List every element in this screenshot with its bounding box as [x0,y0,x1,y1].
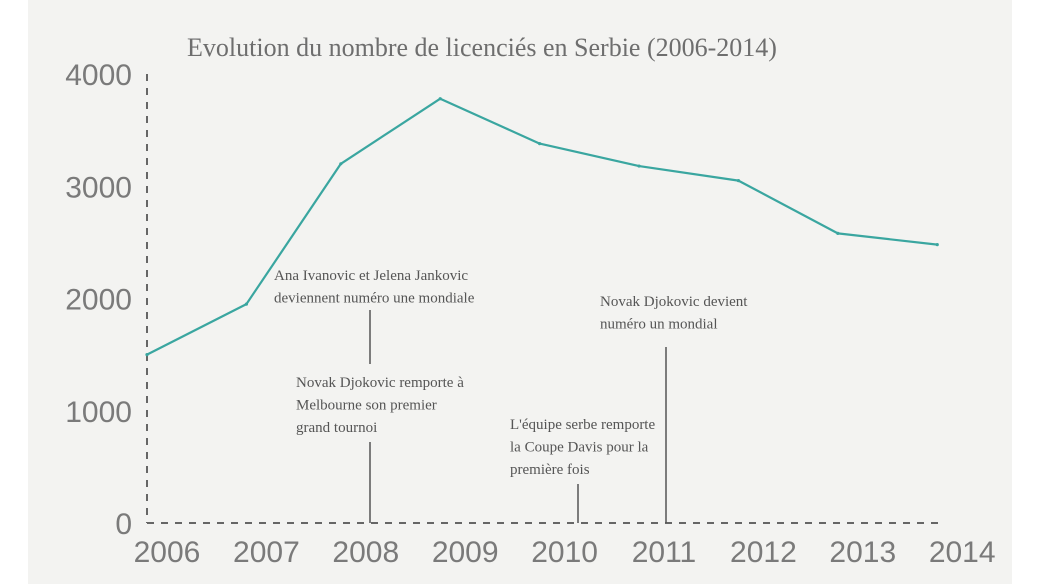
annotation-text: Novak Djokovic devient numéro un mondial [600,294,748,333]
annotation-text: Novak Djokovic remporte à Melbourne son p… [296,375,464,436]
annotation-line: deviennent numéro une mondiale [274,291,475,307]
x-tick-label: 2011 [632,536,697,569]
x-tick-label: 2008 [332,536,399,569]
x-axis-ticks: 2006 2007 2008 2009 2010 2011 2012 2013 2014 [134,536,996,569]
series [145,97,939,357]
annotation-line: la Coupe Davis pour la [510,440,649,456]
y-tick-label: 4000 [65,59,132,92]
annotations: Ana Ivanovic et Jelena Jankovic deviennen… [274,268,748,523]
annotation-text: Ana Ivanovic et Jelena Jankovic deviennen… [274,268,475,307]
series-line [146,97,938,356]
y-tick-label: 2000 [65,284,132,317]
annotation-line: Novak Djokovic devient [600,294,748,310]
annotation-line: première fois [510,462,590,478]
y-tick-label: 1000 [65,396,132,429]
x-tick-label: 2007 [233,536,300,569]
x-tick-label: 2013 [829,536,896,569]
x-tick-label: 2009 [432,536,499,569]
y-tick-label: 0 [115,508,132,541]
data-point [637,164,641,168]
annotation-text: L'équipe serbe remporte la Coupe Davis po… [510,417,655,478]
x-tick-label: 2006 [134,536,201,569]
annotation-line: grand tournoi [296,420,377,436]
y-tick-label: 3000 [65,171,132,204]
data-point [836,231,840,235]
data-point [935,243,939,247]
x-tick-label: 2014 [929,536,996,569]
y-axis-ticks: 0 1000 2000 3000 4000 [65,59,132,541]
line-chart: Evolution du nombre de licenciés en Serb… [65,33,996,569]
annotation-line: Novak Djokovic remporte à [296,375,464,391]
annotation-line: numéro un mondial [600,317,717,333]
data-point [339,162,343,166]
data-point [244,302,248,306]
chart-title: Evolution du nombre de licenciés en Serb… [187,33,777,62]
data-point [145,353,149,357]
annotation-line: Melbourne son premier [296,398,437,414]
data-point [538,141,542,146]
annotation-line: L'équipe serbe remporte [510,417,655,433]
x-tick-label: 2010 [531,536,598,569]
data-point [736,179,741,183]
annotation-line: Ana Ivanovic et Jelena Jankovic [274,268,468,284]
x-tick-label: 2012 [730,536,797,569]
axes [146,74,943,524]
data-point [438,97,442,101]
chart-background: Evolution du nombre de licenciés en Serb… [28,0,1012,584]
